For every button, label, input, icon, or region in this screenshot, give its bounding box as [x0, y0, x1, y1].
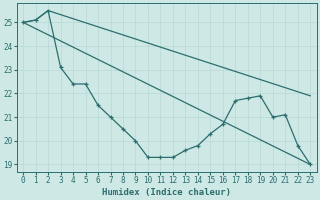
X-axis label: Humidex (Indice chaleur): Humidex (Indice chaleur) [102, 188, 231, 197]
